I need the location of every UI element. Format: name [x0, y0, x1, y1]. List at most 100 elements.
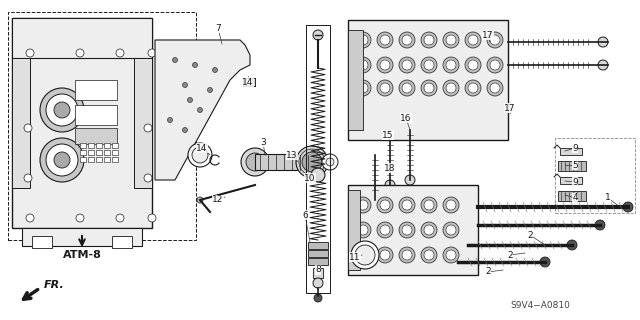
Bar	[104, 150, 110, 155]
Circle shape	[355, 222, 371, 238]
Circle shape	[40, 88, 84, 132]
Text: 12: 12	[212, 196, 224, 204]
Circle shape	[198, 108, 202, 113]
Circle shape	[487, 80, 503, 96]
Text: 11: 11	[349, 252, 361, 261]
Text: 2: 2	[507, 251, 513, 260]
Circle shape	[446, 250, 456, 260]
Bar	[308, 250, 328, 257]
Bar	[308, 258, 328, 265]
Circle shape	[188, 98, 193, 102]
Circle shape	[358, 200, 368, 210]
Bar	[560, 148, 582, 155]
Circle shape	[443, 222, 459, 238]
Bar	[22, 228, 142, 246]
Circle shape	[424, 83, 434, 93]
Circle shape	[40, 138, 84, 182]
Circle shape	[355, 57, 371, 73]
Text: 18: 18	[384, 164, 396, 172]
Circle shape	[358, 83, 368, 93]
Circle shape	[302, 152, 322, 172]
Circle shape	[358, 250, 368, 260]
Circle shape	[567, 240, 577, 250]
Circle shape	[380, 35, 390, 45]
Circle shape	[355, 197, 371, 213]
Circle shape	[116, 49, 124, 57]
Circle shape	[402, 200, 412, 210]
Circle shape	[598, 60, 608, 70]
Circle shape	[24, 124, 32, 132]
Circle shape	[468, 60, 478, 70]
Circle shape	[424, 35, 434, 45]
Circle shape	[377, 222, 393, 238]
Circle shape	[490, 83, 500, 93]
Circle shape	[402, 250, 412, 260]
Circle shape	[358, 225, 368, 235]
Circle shape	[465, 32, 481, 48]
Bar	[348, 30, 363, 130]
Bar	[348, 20, 508, 140]
Bar	[96, 157, 102, 162]
Bar	[75, 105, 117, 125]
Circle shape	[399, 222, 415, 238]
Text: 14: 14	[196, 143, 208, 153]
Text: 5: 5	[572, 161, 578, 170]
Bar	[12, 18, 152, 58]
Circle shape	[443, 247, 459, 263]
Circle shape	[54, 102, 70, 118]
Circle shape	[188, 143, 212, 167]
Circle shape	[168, 117, 173, 123]
Text: 3: 3	[260, 138, 266, 147]
Bar	[75, 80, 117, 100]
Text: 15: 15	[382, 131, 394, 140]
Circle shape	[402, 60, 412, 70]
Circle shape	[296, 146, 328, 178]
Circle shape	[355, 245, 375, 265]
Circle shape	[144, 124, 152, 132]
Text: 17: 17	[483, 30, 493, 39]
Circle shape	[377, 80, 393, 96]
Circle shape	[311, 168, 325, 182]
Bar	[88, 157, 94, 162]
Circle shape	[443, 197, 459, 213]
Bar	[88, 143, 94, 148]
Circle shape	[487, 57, 503, 73]
Circle shape	[402, 83, 412, 93]
Circle shape	[424, 250, 434, 260]
Circle shape	[465, 57, 481, 73]
Circle shape	[446, 225, 456, 235]
Bar	[243, 78, 255, 86]
Bar	[348, 190, 360, 270]
Circle shape	[443, 57, 459, 73]
Circle shape	[405, 175, 415, 185]
Bar	[348, 185, 478, 275]
Circle shape	[46, 144, 78, 176]
Circle shape	[443, 80, 459, 96]
Circle shape	[245, 78, 253, 86]
Circle shape	[355, 247, 371, 263]
Bar	[558, 191, 586, 201]
Circle shape	[182, 83, 188, 87]
Circle shape	[358, 60, 368, 70]
Circle shape	[399, 197, 415, 213]
Circle shape	[313, 30, 323, 40]
Circle shape	[598, 37, 608, 47]
Circle shape	[424, 200, 434, 210]
Circle shape	[377, 32, 393, 48]
Circle shape	[358, 35, 368, 45]
Circle shape	[182, 127, 188, 132]
Bar	[96, 150, 102, 155]
Circle shape	[443, 32, 459, 48]
Circle shape	[212, 68, 218, 73]
Bar	[32, 236, 52, 248]
Circle shape	[173, 58, 177, 62]
Bar	[80, 150, 86, 155]
Bar	[560, 177, 582, 184]
Circle shape	[468, 83, 478, 93]
Circle shape	[446, 83, 456, 93]
Circle shape	[380, 250, 390, 260]
Bar	[558, 161, 586, 171]
Circle shape	[399, 32, 415, 48]
Bar	[555, 138, 635, 213]
Circle shape	[192, 147, 208, 163]
